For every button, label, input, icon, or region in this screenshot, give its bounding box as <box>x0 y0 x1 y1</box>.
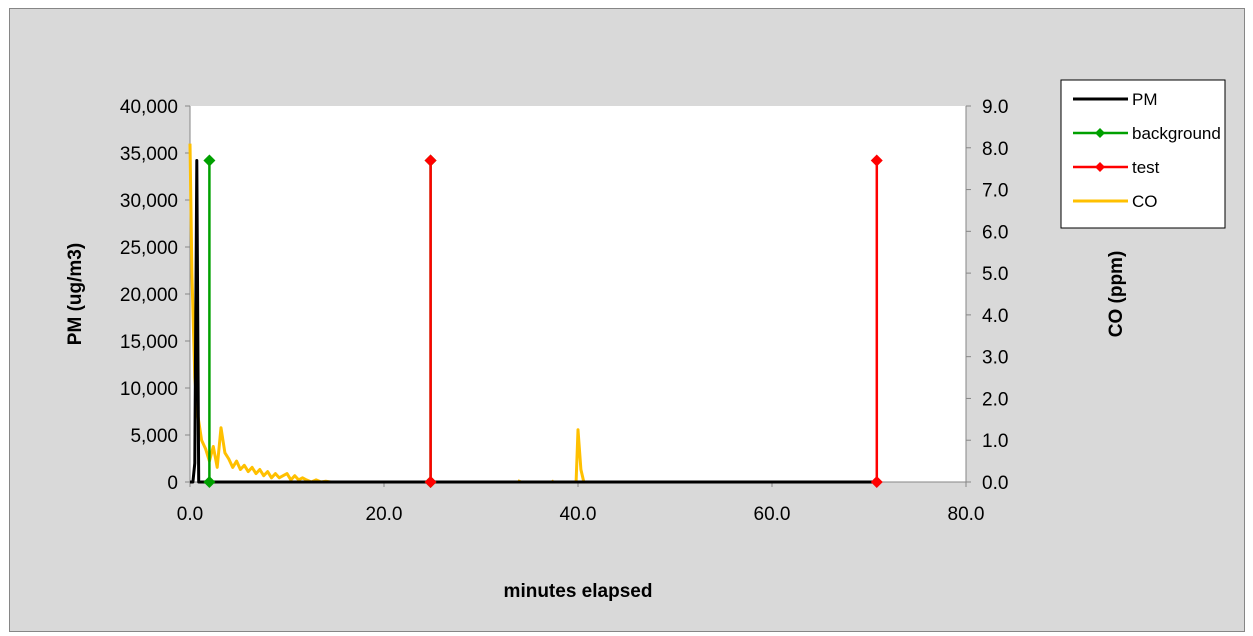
y2-tick-label: 1.0 <box>982 431 1008 452</box>
x-tick-label: 20.0 <box>366 504 403 525</box>
x-tick-label: 0.0 <box>177 504 203 525</box>
y-tick-label: 30,000 <box>120 191 178 212</box>
y-tick-label: 20,000 <box>120 285 178 306</box>
y2-tick-label: 4.0 <box>982 306 1008 327</box>
y-axis-ticks: 0 5,000 10,000 15,000 20,000 25,000 30,000 35,0… <box>120 97 190 494</box>
series-point-test <box>870 476 883 488</box>
y2-tick-label: 5.0 <box>982 264 1008 285</box>
y2-tick-label: 3.0 <box>982 348 1008 369</box>
chart-svg: 0 5,000 10,000 15,000 20,000 25,000 30,000 35,0… <box>65 79 1226 602</box>
y2-axis-ticks: 0.0 1.0 2.0 3.0 4.0 5.0 6.0 7.0 8.0 9.0 <box>966 97 1008 494</box>
y-tick-label: 15,000 <box>120 332 178 353</box>
y-tick-label: 35,000 <box>120 144 178 165</box>
legend-items: PM background test CO <box>1073 90 1221 211</box>
y-tick-label: 25,000 <box>120 238 178 259</box>
x-axis-title: minutes elapsed <box>504 581 653 602</box>
y-tick-label: 10,000 <box>120 379 178 400</box>
y-tick-label: 0 <box>167 473 178 494</box>
y2-tick-label: 6.0 <box>982 222 1008 243</box>
legend-label-background: background <box>1132 124 1221 143</box>
x-axis-ticks: 0.0 20.0 40.0 60.0 80.0 <box>177 482 985 525</box>
legend-label-co: CO <box>1132 192 1158 211</box>
x-tick-label: 80.0 <box>948 504 985 525</box>
legend-box <box>1060 79 1226 229</box>
y2-tick-label: 2.0 <box>982 389 1008 410</box>
legend-label-test: test <box>1132 158 1160 177</box>
series-point-background <box>203 476 216 488</box>
y-tick-label: 5,000 <box>130 426 178 447</box>
x-tick-label: 60.0 <box>754 504 791 525</box>
y2-tick-label: 7.0 <box>982 181 1008 202</box>
legend-marker-test <box>1095 162 1105 172</box>
series-point-test <box>870 154 883 167</box>
x-tick-label: 40.0 <box>560 504 597 525</box>
series-line-test <box>429 160 879 482</box>
y2-tick-label: 8.0 <box>982 139 1008 160</box>
y-tick-label: 40,000 <box>120 97 178 118</box>
y2-axis-title: CO (ppm) <box>1106 251 1127 338</box>
y2-tick-label: 0.0 <box>982 473 1008 494</box>
series-point-test <box>424 476 437 488</box>
chart-area: 0 5,000 10,000 15,000 20,000 25,000 30,000 35,0… <box>9 8 1245 632</box>
y2-tick-label: 9.0 <box>982 97 1008 118</box>
series-point-test <box>424 154 437 167</box>
series-line-pm <box>190 159 879 484</box>
legend-marker-background <box>1095 128 1105 138</box>
series-point-background <box>203 154 216 167</box>
y-axis-title: PM (ug/m3) <box>65 243 86 345</box>
plot-area <box>190 106 966 482</box>
legend: PM background test CO <box>1060 79 1226 229</box>
series-layer <box>188 143 883 488</box>
legend-label-pm: PM <box>1132 90 1158 109</box>
